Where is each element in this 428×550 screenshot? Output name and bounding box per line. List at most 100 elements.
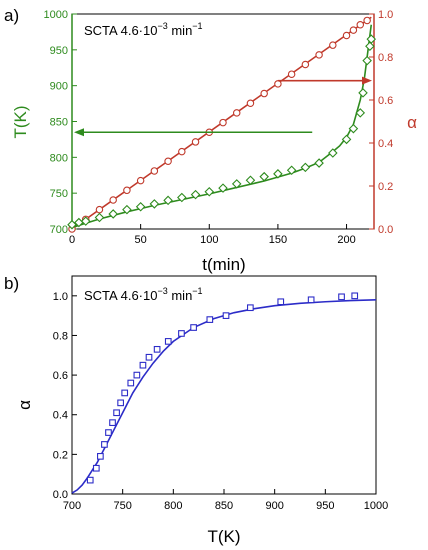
panel-b-xtick-label: 750 <box>113 500 131 512</box>
panel-a-ticks: 0 50 100 150 200 700 750 800 850 900 950 1000 0.0 0.2… <box>44 9 394 246</box>
panel-a-circle-marker <box>191 138 200 146</box>
panel-b-square-marker <box>164 338 172 345</box>
panel-b-xtick-label: 950 <box>316 500 334 512</box>
panel-b-square-marker <box>178 330 185 337</box>
panel-b-plot-frame <box>71 275 377 495</box>
panel-a-diamond-marker <box>300 162 311 173</box>
panel-a-circle-marker <box>342 31 351 40</box>
panel-a-circle-marker <box>164 157 172 166</box>
panel-b-ytick-label: 0.0 <box>53 489 68 501</box>
panel-b: b) 700 750 800 850 900 950 1000 0.0 0.2 0.4 0.6 0.8… <box>4 274 388 546</box>
panel-a-diamond-marker <box>341 134 352 145</box>
panel-a-diamond-marker <box>245 175 256 186</box>
panel-a-circle-marker <box>349 26 358 34</box>
panel-a-ytick-right-label: 0.0 <box>378 224 393 236</box>
panel-a-annotation-suffix-exponent: −1 <box>192 21 202 31</box>
panel-a-diamond-marker <box>259 171 269 182</box>
panel-b-ytick-label: 0.6 <box>53 370 68 382</box>
panel-b-fit-curve <box>71 298 377 494</box>
panel-a-circle-marker <box>178 147 186 156</box>
panel-b-fit-line <box>71 298 377 494</box>
panel-a-xtick-label: 50 <box>135 234 147 246</box>
panel-b-xtick-label: 700 <box>63 500 81 512</box>
panel-b-square-marker <box>246 304 254 312</box>
panel-a-ytick-left-label: 800 <box>50 152 68 164</box>
panel-a-ytick-left-label: 700 <box>50 224 68 236</box>
panel-a-diamond-marker <box>163 195 173 206</box>
panel-a-ytick-left-label: 850 <box>50 117 68 129</box>
panel-a-xtick-label: 0 <box>69 234 75 246</box>
panel-b-ytick-label: 1.0 <box>53 291 68 303</box>
panel-a-circle-marker <box>232 109 241 117</box>
panel-a-annotation: SCTA 4.6·10−3 min−1 <box>84 21 203 38</box>
panel-a-arrows <box>74 76 372 137</box>
panel-b-ytick-label: 0.8 <box>53 330 68 342</box>
panel-b-square-marker <box>206 316 214 323</box>
panel-b-square-marker <box>277 298 285 306</box>
panel-a-ylabel-left: T(K) <box>11 105 30 138</box>
panel-a-diamond-marker <box>135 202 146 212</box>
panel-b-square-marker <box>153 345 161 353</box>
panel-a-circle-marker <box>356 20 365 29</box>
panel-a-xlabel: t(min) <box>202 255 245 274</box>
panel-a-diamond-marker <box>358 88 368 98</box>
panel-a-ytick-left-label: 950 <box>50 45 68 57</box>
panel-b-xtick-label: 1000 <box>364 500 388 512</box>
panel-a-diamond-marker <box>80 216 91 226</box>
panel-b-square-marker <box>338 293 345 301</box>
panel-a-fit-diamond <box>71 24 373 229</box>
panel-b-square-marker <box>222 312 230 319</box>
panel-a-ytick-right-label: 0.4 <box>378 138 393 150</box>
panel-a-diamond-marker <box>366 34 377 44</box>
panel-a-circle-marker <box>363 16 371 25</box>
panel-a-diamond-marker <box>94 212 105 223</box>
panel-b-markers <box>86 292 359 484</box>
panel-a-ytick-left-label: 1000 <box>44 9 68 21</box>
panel-a-circle-marker <box>329 41 337 49</box>
panel-b-annotation-suffix: min <box>168 288 193 303</box>
panel-b-square-marker <box>86 476 94 484</box>
panel-b-xtick-label: 900 <box>265 500 283 512</box>
panel-b-ylabel: α <box>15 400 34 410</box>
panel-a-arrow-head-left <box>74 128 84 137</box>
panel-a-circle-marker <box>136 176 145 185</box>
panel-a-xtick-label: 100 <box>200 234 218 246</box>
panel-b-xlabel: T(K) <box>207 527 240 546</box>
panel-b-square-marker <box>92 464 100 472</box>
panel-a-annotation-prefix: SCTA 4.6·10 <box>84 23 157 38</box>
panel-a-ytick-right-label: 0.2 <box>378 181 393 193</box>
panel-b-square-marker <box>105 429 112 436</box>
panel-b-square-marker <box>117 399 124 407</box>
panel-a-ytick-right-label: 0.6 <box>378 95 393 107</box>
panel-b-ytick-label: 0.2 <box>53 449 68 461</box>
panel-a-ylabel-right: α <box>407 113 417 132</box>
panel-a-circle-marker <box>301 60 310 69</box>
panel-b-xtick-label: 850 <box>215 500 233 512</box>
panel-a-ytick-right-label: 0.8 <box>378 52 393 64</box>
panel-b-square-marker <box>133 371 141 379</box>
panel-b-ytick-label: 0.4 <box>53 410 68 422</box>
panel-a-diamond-marker <box>355 108 366 118</box>
panel-b-annotation-prefix: SCTA 4.6·10 <box>84 288 157 303</box>
panel-a-diamond-marker <box>108 209 118 219</box>
panel-a: a) 0 50 100 150 200 700 750 800 850 900 950 1000 0.0… <box>4 6 417 274</box>
panel-a-arrow-head-right <box>362 76 372 85</box>
panel-a-diamond-marker <box>365 41 375 52</box>
panel-a-ytick-left-label: 750 <box>50 188 68 200</box>
panel-a-circle-marker <box>274 80 282 88</box>
panel-a-diamond-marker <box>122 204 132 215</box>
panel-a-circle-marker <box>287 70 296 78</box>
panel-a-diamond-marker <box>190 189 201 200</box>
panel-a-diamond-marker <box>149 199 160 209</box>
panel-b-square-marker <box>307 296 315 304</box>
panel-b-square-marker <box>109 419 116 427</box>
panel-b-square-marker <box>121 389 129 397</box>
panel-a-circle-marker <box>315 51 323 59</box>
panel-a-diamond-marker <box>362 55 372 66</box>
panel-a-diamond-marker <box>177 192 187 203</box>
panel-a-ytick-right-label: 1.0 <box>378 9 393 21</box>
panel-b-label: b) <box>4 274 19 293</box>
panel-a-circle-marker <box>219 118 227 127</box>
panel-a-label: a) <box>4 6 19 25</box>
